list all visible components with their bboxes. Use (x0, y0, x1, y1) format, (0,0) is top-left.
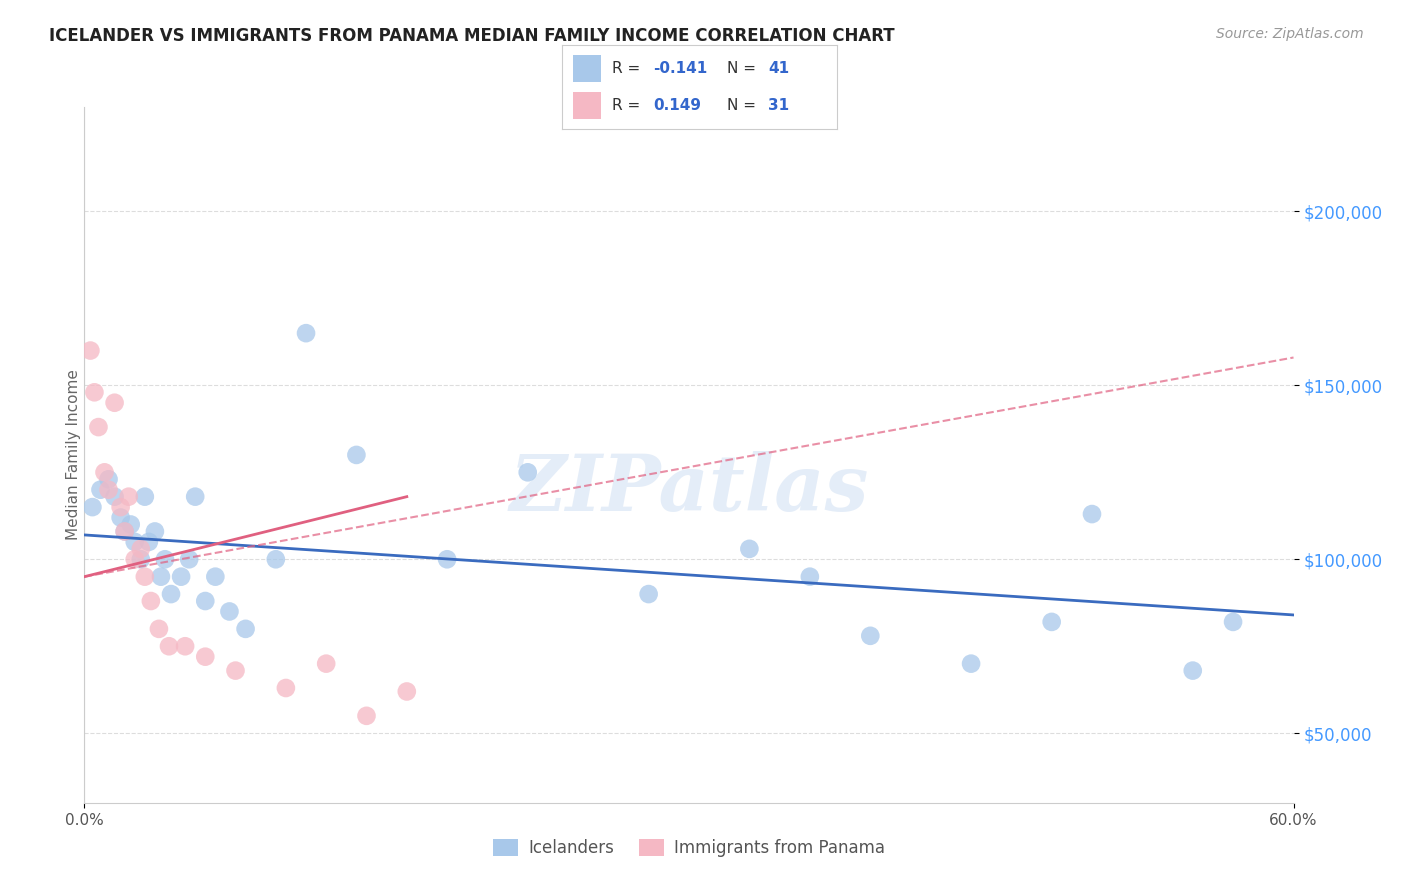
Point (315, 657, 337, 671)
Point (1040, 615, 1063, 629)
Point (93, 466, 115, 480)
Text: R =: R = (612, 61, 645, 76)
FancyBboxPatch shape (574, 54, 600, 82)
Point (89, 483, 111, 497)
Point (124, 534, 146, 549)
Point (139, 594, 162, 608)
Point (87, 420, 110, 434)
Point (129, 541, 152, 556)
Text: Source: ZipAtlas.com: Source: ZipAtlas.com (1216, 27, 1364, 41)
Point (104, 395, 127, 409)
Point (799, 570, 821, 584)
Text: N =: N = (727, 98, 761, 113)
Point (138, 534, 160, 549)
Point (129, 552, 152, 566)
Point (114, 524, 136, 539)
Point (264, 552, 287, 566)
Point (83, 385, 105, 400)
Point (738, 541, 761, 556)
Point (160, 587, 183, 601)
Point (194, 649, 217, 664)
Text: 31: 31 (768, 98, 789, 113)
Point (356, 708, 378, 723)
Text: ZIPatlas: ZIPatlas (509, 451, 869, 528)
Text: N =: N = (727, 61, 761, 76)
Point (235, 622, 257, 636)
Point (97, 472, 120, 486)
Point (143, 524, 166, 539)
Point (134, 570, 156, 584)
Point (859, 629, 882, 643)
Point (174, 639, 197, 653)
Point (436, 552, 458, 566)
Point (149, 570, 172, 584)
Point (97, 483, 120, 497)
Point (516, 466, 538, 480)
Point (395, 684, 418, 698)
Point (124, 552, 146, 566)
Point (134, 490, 156, 504)
Legend: Icelanders, Immigrants from Panama: Icelanders, Immigrants from Panama (486, 832, 891, 864)
Point (960, 657, 983, 671)
Point (170, 570, 193, 584)
Point (120, 517, 142, 532)
Point (114, 524, 136, 539)
Point (1222, 615, 1244, 629)
Point (225, 664, 247, 678)
Y-axis label: Median Family Income: Median Family Income (66, 369, 80, 541)
Point (295, 326, 318, 341)
FancyBboxPatch shape (574, 92, 600, 120)
Point (148, 622, 170, 636)
Point (82, 500, 104, 514)
Point (79, 343, 101, 358)
Point (218, 605, 240, 619)
Point (179, 552, 201, 566)
Text: ICELANDER VS IMMIGRANTS FROM PANAMA MEDIAN FAMILY INCOME CORRELATION CHART: ICELANDER VS IMMIGRANTS FROM PANAMA MEDI… (49, 27, 894, 45)
Point (184, 490, 207, 504)
Point (274, 681, 297, 695)
Point (118, 490, 141, 504)
Text: 41: 41 (768, 61, 789, 76)
Point (204, 570, 226, 584)
Point (637, 587, 659, 601)
Point (153, 552, 176, 566)
Point (346, 448, 368, 462)
Point (194, 594, 217, 608)
Point (1081, 507, 1104, 521)
Point (104, 490, 127, 504)
Point (157, 639, 180, 653)
Point (1181, 664, 1204, 678)
Text: -0.141: -0.141 (652, 61, 707, 76)
Text: 0.149: 0.149 (652, 98, 700, 113)
Point (110, 500, 132, 514)
Text: R =: R = (612, 98, 645, 113)
Point (110, 510, 132, 524)
